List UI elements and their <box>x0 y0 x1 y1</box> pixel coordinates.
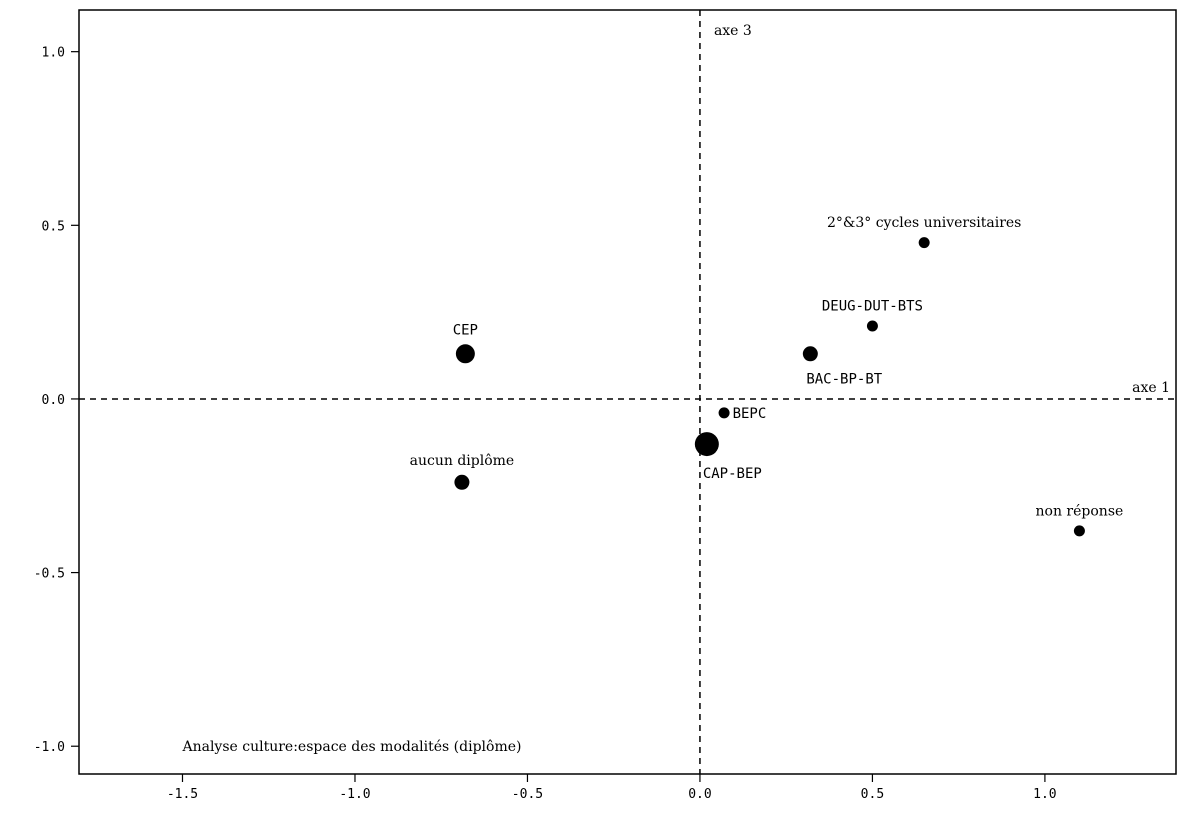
axis-lines <box>79 10 1176 774</box>
x-tick-label: -1.0 <box>339 787 370 802</box>
x-tick-label: -0.5 <box>512 787 543 802</box>
point-label: non réponse <box>1036 503 1124 519</box>
y-tick-label: -1.0 <box>34 740 65 755</box>
point-label: CEP <box>453 322 478 338</box>
data-point <box>1073 525 1085 537</box>
x-tick-label: -1.5 <box>167 787 198 802</box>
y-tick-label: 1.0 <box>42 46 65 61</box>
data-point <box>454 474 470 490</box>
data-point <box>918 237 930 249</box>
point-label: 2°&3° cycles universitaires <box>827 215 1021 231</box>
y-tick-label: -0.5 <box>34 567 65 582</box>
x-axis-ticks: -1.5 -1.0 -0.5 0.0 0.5 1.0 <box>167 774 1057 802</box>
axis-1-label: axe 1 <box>1132 380 1170 396</box>
data-point <box>802 346 818 362</box>
x-tick-label: 0.5 <box>861 787 884 802</box>
plot-frame <box>78 9 1177 775</box>
data-point <box>455 344 475 364</box>
axis-3-label: axe 3 <box>714 23 752 39</box>
point-label: BAC-BP-BT <box>806 371 882 387</box>
point-label: DEUG-DUT-BTS <box>822 299 923 315</box>
data-point <box>694 432 719 457</box>
data-point <box>866 320 878 332</box>
y-tick-label: 0.5 <box>42 219 65 234</box>
x-tick-label: 0.0 <box>688 787 711 802</box>
data-point <box>718 407 730 419</box>
y-tick-label: 0.0 <box>42 393 65 408</box>
x-tick-label: 1.0 <box>1033 787 1056 802</box>
point-label: CAP-BEP <box>703 466 762 482</box>
y-axis-ticks: 1.0 0.5 0.0 -0.5 -1.0 <box>34 46 79 755</box>
point-label: BEPC <box>733 406 767 422</box>
data-points: CEP aucun diplôme CAP-BEP BEPC BAC-BP-BT DEUG… <box>410 215 1124 537</box>
chart-title: Analyse culture:espace des modalités (di… <box>181 739 521 755</box>
point-label: aucun diplôme <box>410 453 515 469</box>
